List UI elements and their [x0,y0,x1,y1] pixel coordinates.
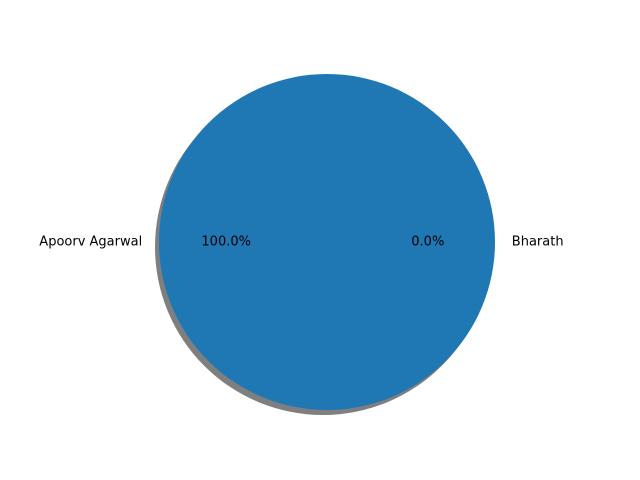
slice-percent-bharath: 0.0% [411,235,444,250]
slice-label-apoorv-agarwal: Apoorv Agarwal [39,235,142,250]
slice-label-bharath: Bharath [512,235,564,250]
pie-slice-apoorv-agarwal [159,74,495,410]
slice-percent-apoorv-agarwal: 100.0% [201,235,251,250]
pie-slices [159,74,495,410]
